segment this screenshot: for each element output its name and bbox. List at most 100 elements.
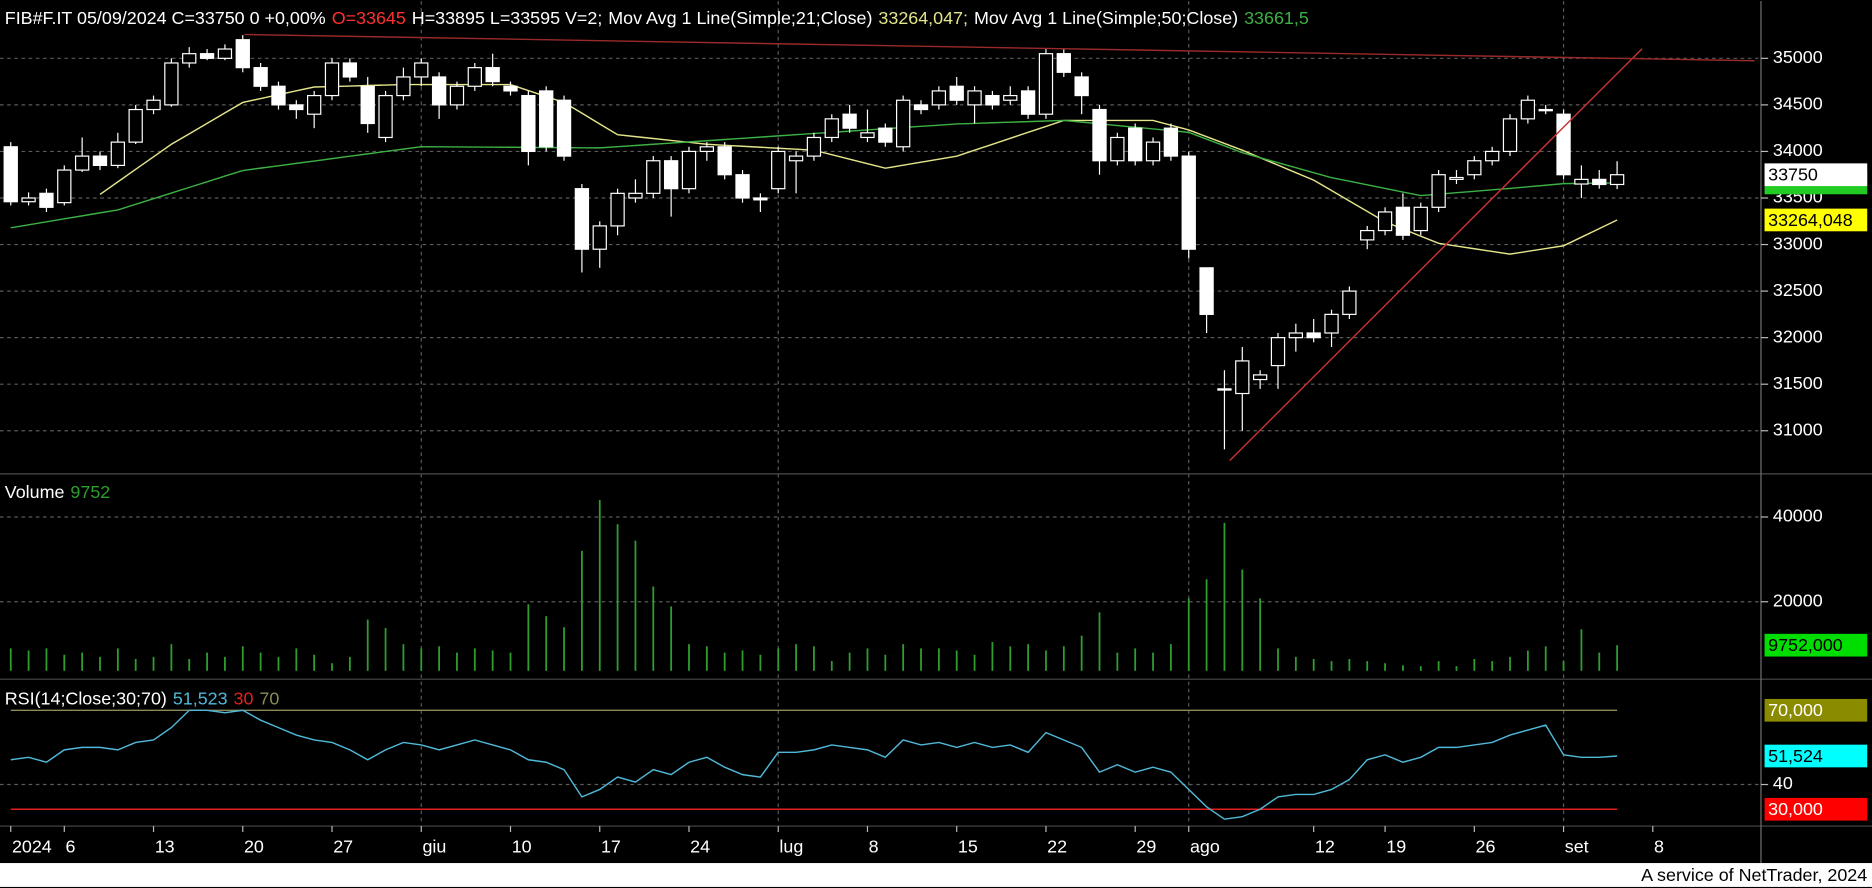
candle-body [21, 197, 36, 203]
candle-body [324, 62, 340, 97]
candle-body [1020, 90, 1036, 115]
candle-body [271, 85, 286, 106]
candle-body [985, 94, 1000, 106]
volume-bar [813, 646, 815, 671]
candle-body [1342, 290, 1357, 315]
candle-body [949, 85, 964, 101]
level-tag-label: 70,000 [1768, 700, 1823, 720]
volume-bar [884, 654, 887, 671]
volume-bar [598, 500, 601, 671]
value-tag-label: 33264,048 [1768, 210, 1853, 230]
legend-part: 30 [234, 688, 254, 708]
volume-bar [848, 652, 851, 671]
volume-bar [456, 652, 458, 671]
volume-bar [509, 652, 512, 671]
candle-body [788, 155, 804, 162]
x-tick-label: 24 [690, 836, 710, 856]
candle-body [378, 94, 393, 139]
candle-body [396, 76, 411, 97]
candle-body [1449, 176, 1464, 180]
volume-bar [313, 654, 316, 671]
candle-body [1092, 108, 1107, 162]
legend: Volume 9752 [5, 482, 111, 502]
footer-text: A service of NetTrader, 2024 [1641, 865, 1867, 885]
volume-bar [277, 656, 280, 671]
volume-bar [1241, 569, 1244, 671]
candle-body [1252, 374, 1268, 381]
candle-body [556, 99, 572, 157]
volume-bar [1348, 658, 1351, 671]
candle-body [1110, 136, 1125, 162]
candle-body [307, 94, 322, 115]
candle-body [681, 150, 697, 190]
value-tag-label: 9752,000 [1768, 635, 1843, 655]
volume-bar [366, 619, 369, 671]
candle-body [1413, 206, 1428, 232]
candle-body [1538, 108, 1553, 112]
value-tag [1764, 633, 1868, 657]
candle-body [1056, 53, 1071, 73]
volume-bar [27, 650, 30, 671]
y-tick-label: 40 [1773, 773, 1793, 793]
candle-body [592, 225, 607, 250]
candle-body [467, 67, 482, 87]
volume-bar [1419, 666, 1422, 671]
volume-bar [134, 658, 137, 671]
volume-bar [1616, 645, 1619, 671]
legend-part: RSI(14;Close;30;70) [5, 688, 167, 708]
candle-body [539, 90, 554, 148]
candle-body [735, 174, 750, 199]
volume-bar [991, 642, 994, 671]
trend-line [1229, 48, 1643, 462]
candle-body [1609, 174, 1625, 186]
candle-body [3, 146, 18, 203]
volume-bar [1437, 661, 1440, 671]
volume-bar [402, 644, 405, 671]
volume-bar [1598, 652, 1601, 671]
candle-body [1003, 94, 1018, 101]
value-tag [1764, 744, 1868, 768]
candle-body [182, 53, 197, 64]
candle-body [860, 132, 875, 139]
volume-bar [1562, 661, 1565, 671]
candle-body [771, 150, 786, 190]
volume-bar [1580, 629, 1583, 671]
volume-bar [973, 654, 976, 671]
candle-body [128, 108, 143, 143]
candle-body [646, 160, 661, 194]
x-tick-label: lug [779, 836, 803, 856]
volume-bar [259, 652, 262, 671]
volume-bar [170, 644, 173, 671]
volume-bar [99, 656, 101, 671]
x-tick-label: 15 [958, 836, 978, 856]
volume-bar [563, 627, 565, 671]
legend-part: 33264,047; [878, 8, 968, 28]
value-tag [1764, 163, 1868, 187]
volume-bar [1152, 652, 1154, 671]
volume-bar [616, 524, 619, 671]
candle-body [878, 127, 893, 143]
candle-body [1377, 211, 1393, 232]
candle-body [1235, 360, 1250, 395]
volume-bar [81, 652, 84, 671]
candle-body [913, 104, 929, 111]
volume-bar [1134, 648, 1137, 671]
candle-body [1163, 127, 1179, 157]
y-tick-label: 32000 [1773, 326, 1823, 346]
candle-body [431, 76, 447, 106]
candle-body [628, 192, 643, 199]
volume-bar [152, 656, 155, 671]
candle-body [146, 99, 161, 111]
y-tick-label: 31500 [1773, 373, 1823, 393]
candle-body [1324, 313, 1339, 334]
legend-part: 33661,5 [1244, 8, 1309, 28]
x-tick-label: 10 [512, 836, 532, 856]
candle-body [1467, 160, 1482, 176]
candle-body [1038, 53, 1054, 115]
volume-bar [224, 656, 226, 671]
volume-bar [420, 648, 423, 671]
x-tick-label: 26 [1476, 836, 1496, 856]
y-tick-label: 34500 [1773, 94, 1823, 114]
x-tick-label: set [1565, 836, 1589, 856]
